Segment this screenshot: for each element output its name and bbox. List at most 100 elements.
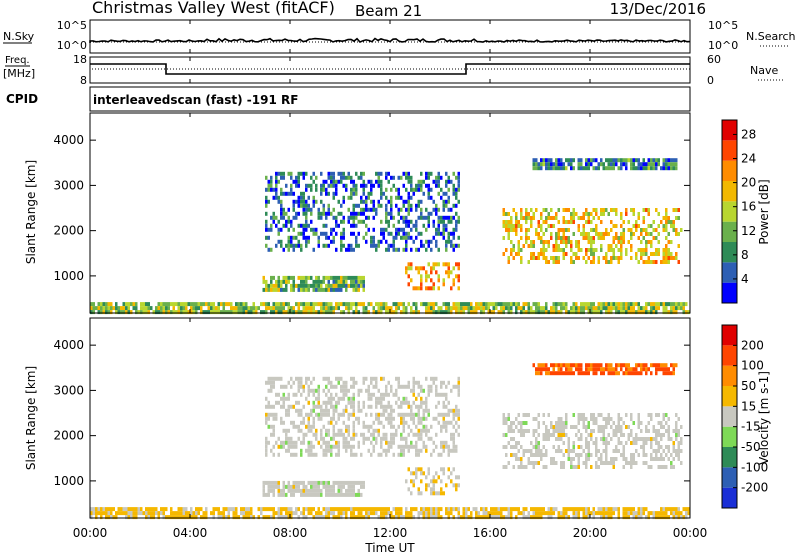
echo-cell-3 xyxy=(360,175,363,180)
echo-cell-3 xyxy=(310,424,313,429)
echo-cell-4 xyxy=(592,417,595,421)
echo-cell-3 xyxy=(365,231,368,236)
echo-cell-0 xyxy=(212,507,215,512)
echo-cell-5 xyxy=(632,158,635,163)
echo-cell-3 xyxy=(377,428,380,433)
echo-cell-3 xyxy=(287,448,290,453)
echo-cell-0 xyxy=(227,507,230,512)
echo-cell-3 xyxy=(427,223,430,228)
echo-cell-4 xyxy=(550,421,553,425)
echo-cell-3 xyxy=(277,199,280,204)
echo-cell-0 xyxy=(540,511,543,516)
echo-cell-3 xyxy=(300,231,303,236)
echo-cell-4 xyxy=(592,421,595,425)
echo-cell-0 xyxy=(335,507,338,512)
echo-cell-4 xyxy=(660,445,663,449)
echo-cell-0 xyxy=(312,306,315,311)
echo-cell-3 xyxy=(390,199,393,204)
echo-cell-3 xyxy=(427,183,430,188)
echo-cell-4 xyxy=(550,256,553,260)
echo-cell-0 xyxy=(672,507,675,512)
echo-cell-4 xyxy=(672,256,675,260)
echo-cell-3 xyxy=(277,179,280,184)
echo-cell-3 xyxy=(420,231,423,236)
echo-cell-0 xyxy=(110,507,113,512)
echo-cell-4 xyxy=(662,457,665,461)
echo-cell-3 xyxy=(450,432,453,437)
echo-cell-0 xyxy=(352,507,355,512)
echo-cell-4 xyxy=(577,413,580,417)
echo-cell-3 xyxy=(455,404,458,409)
echo-cell-4 xyxy=(575,212,578,216)
echo-cell-1 xyxy=(302,275,305,280)
echo-cell-3 xyxy=(290,440,293,445)
echo-cell-5 xyxy=(605,367,608,372)
echo-cell-3 xyxy=(400,400,403,405)
echo-cell-0 xyxy=(627,310,630,315)
echo-cell-0 xyxy=(280,511,283,516)
echo-cell-4 xyxy=(667,256,670,260)
echo-cell-3 xyxy=(362,187,365,192)
echo-cell-4 xyxy=(582,232,585,236)
echo-cell-0 xyxy=(385,302,388,307)
echo-cell-4 xyxy=(597,425,600,429)
echo-cell-3 xyxy=(442,191,445,196)
echo-cell-5 xyxy=(627,367,630,372)
echo-cell-4 xyxy=(625,457,628,461)
echo-cell-3 xyxy=(380,231,383,236)
echo-cell-0 xyxy=(687,511,690,516)
echo-cell-0 xyxy=(252,306,255,311)
echo-cell-4 xyxy=(600,453,603,457)
echo-cell-3 xyxy=(280,171,283,176)
echo-cell-3 xyxy=(385,171,388,176)
echo-cell-3 xyxy=(447,400,450,405)
echo-cell-0 xyxy=(275,306,278,311)
echo-cell-3 xyxy=(405,223,408,228)
echo-cell-4 xyxy=(517,224,520,228)
echo-cell-3 xyxy=(447,452,450,457)
echo-cell-0 xyxy=(435,302,438,307)
echo-cell-3 xyxy=(412,412,415,417)
echo-cell-3 xyxy=(390,175,393,180)
echo-cell-5 xyxy=(560,162,563,167)
echo-cell-4 xyxy=(582,216,585,220)
echo-cell-5 xyxy=(662,166,665,171)
echo-cell-5 xyxy=(567,162,570,167)
echo-cell-3 xyxy=(335,404,338,409)
echo-cell-0 xyxy=(127,306,130,311)
echo-cell-0 xyxy=(490,302,493,307)
echo-cell-3 xyxy=(340,432,343,437)
echo-cell-3 xyxy=(305,187,308,192)
echo-cell-3 xyxy=(405,175,408,180)
echo-cell-3 xyxy=(440,440,443,445)
echo-cell-4 xyxy=(515,417,518,421)
echo-cell-0 xyxy=(222,507,225,512)
echo-cell-3 xyxy=(325,187,328,192)
echo-cell-3 xyxy=(415,444,418,449)
echo-cell-4 xyxy=(617,449,620,453)
echo-cell-4 xyxy=(670,461,673,465)
echo-cell-0 xyxy=(305,302,308,307)
echo-cell-0 xyxy=(510,507,513,512)
echo-cell-3 xyxy=(447,207,450,212)
echo-cell-4 xyxy=(570,256,573,260)
echo-cell-4 xyxy=(622,236,625,240)
echo-cell-0 xyxy=(350,302,353,307)
echo-cell-4 xyxy=(630,208,633,212)
echo-cell-1 xyxy=(277,480,280,485)
echo-cell-0 xyxy=(640,507,643,512)
echo-cell-0 xyxy=(517,302,520,307)
echo-cell-4 xyxy=(567,228,570,232)
echo-cell-4 xyxy=(595,445,598,449)
echo-cell-2 xyxy=(450,286,453,291)
echo-cell-3 xyxy=(302,235,305,240)
echo-cell-0 xyxy=(400,310,403,315)
echo-cell-4 xyxy=(532,461,535,465)
echo-cell-3 xyxy=(320,171,323,176)
echo-cell-4 xyxy=(540,216,543,220)
echo-cell-0 xyxy=(265,515,268,520)
echo-cell-4 xyxy=(567,453,570,457)
echo-cell-3 xyxy=(305,239,308,244)
echo-cell-3 xyxy=(330,444,333,449)
